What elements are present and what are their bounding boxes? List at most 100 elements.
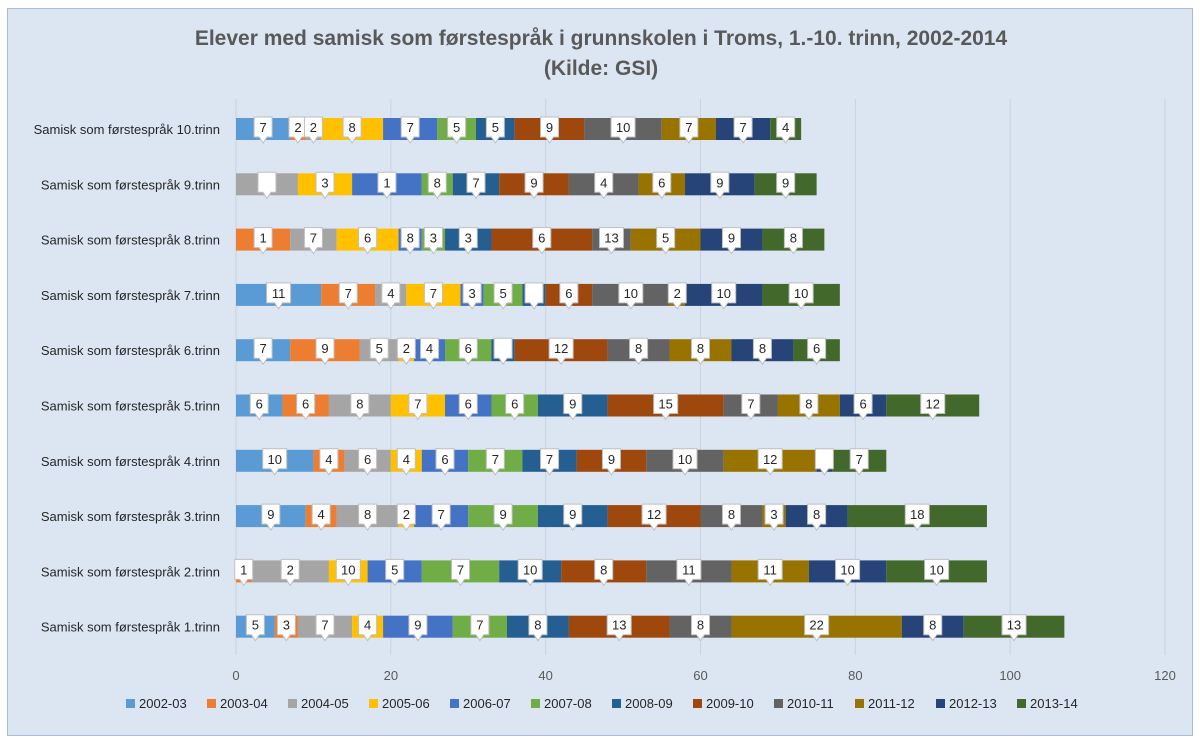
data-label: 6 — [565, 286, 572, 301]
data-label: 6 — [465, 397, 472, 412]
data-label: 22 — [809, 618, 823, 633]
legend-item: 2006-07 — [463, 696, 511, 711]
data-label-callout — [594, 558, 614, 587]
data-label-callout — [315, 337, 335, 366]
data-label: 12 — [763, 452, 777, 467]
legend-swatch — [531, 699, 540, 708]
data-label: 8 — [534, 618, 541, 633]
data-label: 4 — [782, 120, 789, 135]
data-label-callout — [396, 448, 416, 476]
category-label: Samisk som førstespråk 8.trinn — [41, 233, 220, 248]
data-label: 6 — [859, 397, 866, 412]
data-label: 12 — [647, 507, 661, 522]
data-label-callout — [629, 337, 649, 366]
data-label: 2 — [403, 341, 410, 356]
data-label-callout — [559, 282, 579, 310]
data-label: 10 — [523, 562, 537, 577]
data-label: 6 — [256, 397, 263, 412]
x-tick-label: 120 — [1154, 668, 1176, 683]
legend-swatch — [126, 699, 135, 708]
legend-swatch — [369, 699, 378, 708]
data-label-callout — [485, 448, 505, 476]
data-label: 7 — [747, 397, 754, 412]
data-label-callout — [653, 393, 679, 421]
data-label-callout — [835, 558, 861, 587]
data-label: 13 — [1007, 618, 1021, 633]
data-label: 12 — [554, 341, 568, 356]
data-label: 10 — [616, 120, 630, 135]
data-label: 4 — [325, 452, 332, 467]
data-label-callout — [532, 227, 552, 255]
data-label-callout — [319, 448, 339, 476]
data-label-callout — [601, 448, 621, 476]
data-label-callout — [253, 337, 273, 366]
data-label: 4 — [426, 341, 433, 356]
data-label-callout — [427, 171, 447, 200]
data-label-callout — [431, 503, 451, 532]
data-label-callout — [369, 337, 389, 366]
data-label: 8 — [364, 507, 371, 522]
data-label-callout — [741, 393, 761, 421]
data-label-callout — [493, 337, 513, 366]
legend-item: 2013-14 — [1030, 696, 1078, 711]
data-label: 1 — [259, 231, 266, 246]
data-label-callout — [1001, 614, 1027, 642]
data-label-callout — [435, 448, 455, 476]
data-label-callout — [396, 503, 416, 532]
data-label-callout — [524, 171, 544, 200]
data-label: 10 — [678, 452, 692, 467]
data-label-callout — [315, 171, 335, 200]
data-label: 8 — [349, 120, 356, 135]
data-label-callout — [788, 282, 814, 310]
data-label-callout — [338, 282, 358, 310]
data-label: 11 — [763, 562, 777, 577]
legend-swatch — [855, 699, 864, 708]
data-label-callout — [385, 558, 405, 587]
data-label-callout — [423, 227, 443, 255]
data-label-callout — [776, 171, 796, 200]
data-label-callout — [296, 393, 316, 421]
data-label-callout — [245, 614, 265, 642]
data-label-callout — [358, 503, 378, 532]
chart-area: Elever med samisk som førstespråk i grun… — [7, 8, 1193, 736]
data-label: 15 — [658, 397, 672, 412]
data-label: 7 — [546, 452, 553, 467]
data-label: 9 — [569, 397, 576, 412]
data-label-callout — [303, 227, 323, 255]
data-label: 8 — [759, 341, 766, 356]
data-label: 18 — [910, 507, 924, 522]
data-label-callout — [757, 448, 783, 476]
data-labels: 7 2 2 8 7 5 5 9 10 7 7 43 1 8 7 9 4 6 9 91 7 6 8 3 3 6 13 5 9 811 7 4 7 3… — [234, 116, 1027, 642]
data-label-callout — [652, 171, 672, 200]
data-label-callout — [342, 116, 362, 144]
data-label: 4 — [387, 286, 394, 301]
data-label-callout — [303, 116, 323, 144]
data-label-callout — [764, 503, 784, 532]
data-label-callout — [807, 503, 827, 532]
data-label: 6 — [364, 231, 371, 246]
data-label: 5 — [492, 120, 499, 135]
legend-item: 2009-10 — [706, 696, 754, 711]
data-label-callout — [691, 614, 710, 642]
data-label-callout — [594, 171, 614, 200]
x-tick-label: 0 — [232, 668, 239, 683]
data-label: 3 — [469, 286, 476, 301]
data-label-callout — [253, 227, 273, 255]
data-label-callout — [408, 614, 428, 642]
data-label-callout — [618, 282, 644, 310]
legend-item: 2002-03 — [139, 696, 187, 711]
data-label-callout — [257, 171, 277, 200]
data-label-callout — [606, 614, 632, 642]
data-label-callout — [358, 227, 378, 255]
data-label: 13 — [604, 231, 618, 246]
data-label-callout — [466, 171, 486, 200]
data-label: 8 — [407, 231, 414, 246]
data-label-callout — [493, 282, 513, 310]
legend-item: 2012-13 — [949, 696, 997, 711]
data-label-callout — [757, 558, 783, 587]
data-label-callout — [679, 116, 699, 144]
data-label: 10 — [929, 562, 943, 577]
data-label-callout — [517, 558, 543, 587]
data-label-callout — [752, 337, 772, 366]
data-label-callout — [904, 503, 930, 532]
